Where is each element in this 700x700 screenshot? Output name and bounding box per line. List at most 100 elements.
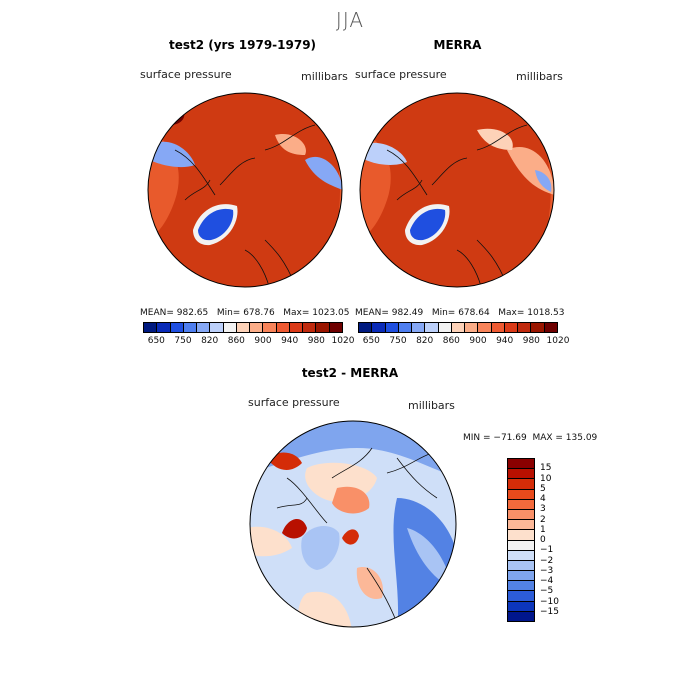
colorbar-swatch [412, 323, 426, 332]
colorbar-swatch [144, 323, 158, 332]
colorbar-tick-label: 940 [496, 336, 514, 346]
colorbar-swatch [263, 323, 277, 332]
panel2-rockies-low [362, 142, 407, 165]
diff-title: test2 - MERRA [301, 366, 399, 380]
colorbar-tick-label: −10 [540, 596, 559, 607]
colorbar-swatch [508, 611, 534, 621]
panel1-colorbar: 650 750 820 860 900 940 980 1020 [143, 322, 354, 348]
diff-map-boundary [249, 420, 457, 628]
panel1-light-patch [275, 134, 306, 155]
colorbar-tick-label: 2 [540, 514, 546, 525]
panel1-ocean-field [148, 93, 342, 287]
panel2-map-boundary [359, 92, 555, 288]
panel1-map-boundary [147, 92, 343, 288]
colorbar-swatch [385, 323, 399, 332]
colorbar-tick-label: 820 [201, 336, 219, 346]
panel2-units-label: millibars [516, 70, 563, 83]
panel2-map [359, 92, 555, 288]
colorbar-swatch [183, 323, 198, 332]
colorbar-tick-label: −5 [540, 586, 554, 597]
colorbar-tick-label: 980 [522, 336, 540, 346]
colorbar-tick-label: 750 [174, 336, 192, 346]
colorbar-tick-label: 15 [540, 463, 552, 474]
colorbar-tick-label: −3 [540, 565, 554, 576]
colorbar-swatch [289, 323, 304, 332]
colorbar-swatch [491, 323, 505, 332]
colorbar-tick-label: 0 [540, 535, 546, 545]
colorbar-swatch [210, 323, 224, 332]
colorbar-swatch [508, 571, 534, 582]
colorbar-swatch [508, 479, 534, 490]
colorbar-swatch [544, 323, 557, 332]
season-title: JJA [335, 8, 365, 32]
colorbar-swatch [250, 323, 264, 332]
diff-greenland-negative [301, 526, 340, 570]
colorbar-swatch [508, 520, 534, 531]
colorbar-swatch [508, 540, 534, 551]
colorbar-tick-label: 10 [540, 473, 552, 484]
diff-europe-positive [356, 567, 383, 599]
colorbar-swatch [425, 323, 439, 332]
panel1-siberia-low [305, 156, 342, 190]
colorbar-swatch [504, 323, 519, 332]
panel1-variable-label: surface pressure [140, 68, 232, 81]
colorbar-swatch [359, 323, 373, 332]
colorbar-swatch [197, 323, 211, 332]
panel2-title: MERRA [433, 38, 482, 52]
colorbar-tick-label: 1 [540, 524, 546, 535]
diff-colorbar-ticks: 15 10 5 4 3 2 1 0 −1 −2 −3 −4 −5 −10 −15 [540, 458, 580, 622]
colorbar-tick-label: 750 [389, 336, 407, 346]
colorbar-swatch [438, 323, 452, 332]
colorbar-swatch [508, 489, 534, 500]
panel1-title: test2 (yrs 1979-1979) [168, 38, 317, 52]
colorbar-tick-label: −15 [540, 606, 559, 617]
diff-coast-positive-2 [342, 529, 359, 545]
panel2-siberia-low [535, 170, 552, 192]
colorbar-swatch [316, 323, 330, 332]
diff-units-label: millibars [408, 399, 455, 412]
panel1-stats: MEAN= 982.65 Min= 678.76 Max= 1023.05 [140, 308, 350, 318]
colorbar-swatch [223, 323, 237, 332]
colorbar-tick-label: 1020 [546, 336, 570, 346]
panel2-stats: MEAN= 982.49 Min= 678.64 Max= 1018.53 [355, 308, 565, 318]
colorbar-tick-label: 1020 [331, 336, 355, 346]
diff-arctic-core [332, 486, 370, 514]
colorbar-tick-label: 650 [362, 336, 380, 346]
panel1-rockies-low [150, 141, 195, 168]
colorbar-swatch [508, 601, 534, 612]
diff-minmax: MIN = −71.69 MAX = 135.09 [463, 433, 598, 443]
colorbar-tick-label: −2 [540, 555, 554, 566]
panel2-greenland-ice [410, 208, 446, 241]
panel2-coastlines [386, 124, 528, 287]
diff-atlantic-positive [250, 526, 292, 557]
colorbar-tick-label: 4 [540, 494, 546, 504]
colorbar-swatch [398, 323, 413, 332]
diff-namerica-positive [267, 452, 302, 470]
diff-coast-positive-1 [282, 518, 307, 539]
colorbar-swatch [508, 560, 534, 572]
colorbar-tick-label: 5 [540, 483, 546, 494]
colorbar-swatch [478, 323, 492, 332]
colorbar-tick-label: 900 [469, 336, 487, 346]
colorbar-tick-label: 3 [540, 504, 546, 515]
panel1-units-label: millibars [301, 70, 348, 83]
panel2-variable-label: surface pressure [355, 68, 447, 81]
colorbar-tick-label: 980 [307, 336, 325, 346]
colorbar-swatch [236, 323, 251, 332]
colorbar-swatch [508, 459, 534, 470]
panel1-coastlines [174, 124, 316, 287]
colorbar-swatch [157, 323, 171, 332]
colorbar-tick-label: 820 [416, 336, 434, 346]
panel2-ocean-field [360, 93, 554, 287]
panel2-colorbar: 650 750 820 860 900 940 980 1020 [358, 322, 569, 348]
colorbar-tick-label: −4 [540, 576, 554, 586]
colorbar-swatch [329, 323, 342, 332]
colorbar-tick-label: 860 [442, 336, 460, 346]
colorbar-swatch [170, 323, 184, 332]
diff-siberia-light [407, 528, 452, 588]
colorbar-swatch [531, 323, 545, 332]
colorbar-swatch [508, 499, 534, 510]
panel2-light-patch [477, 128, 513, 150]
panel1-high-cell [165, 93, 185, 125]
colorbar-swatch [276, 323, 290, 332]
